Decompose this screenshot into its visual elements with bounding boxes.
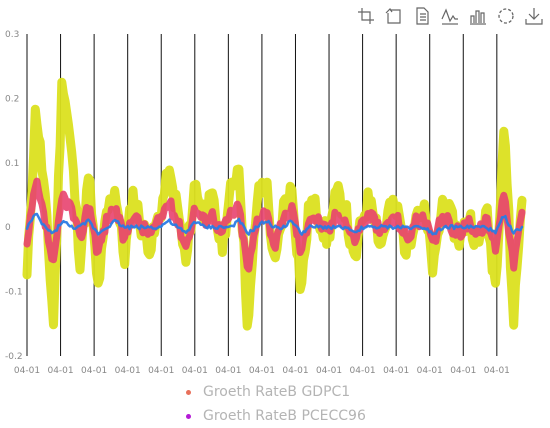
x-tick-label: 04-01 [249,366,275,376]
x-tick-label: 04-01 [182,366,208,376]
x-tick-label: 04-01 [484,366,510,376]
x-tick-label: 04-01 [282,366,308,376]
y-tick-label: 0.1 [5,159,19,169]
chart-toolbar [356,6,544,26]
line-chart-icon[interactable] [440,6,460,26]
x-tick-label: 04-01 [450,366,476,376]
x-tick-label: 04-01 [81,366,107,376]
bar-chart-icon[interactable] [468,6,488,26]
x-tick-label: 04-01 [350,366,376,376]
legend-item-pcecc96[interactable]: Groeth RateB PCECC96 [186,404,366,428]
y-tick-label: 0.3 [5,30,19,40]
series-line-1 [23,177,526,273]
x-tick-label: 04-01 [215,366,241,376]
series-line-2 [25,212,524,236]
x-tick-label: 04-01 [316,366,342,376]
legend-label: Groeth RateB PCECC96 [203,408,366,424]
x-tick-label: 04-01 [115,366,141,376]
y-tick-label: 0 [5,223,11,233]
y-tick-label: 0.2 [5,94,19,104]
legend-label: Groeth RateB GDPC1 [203,384,351,400]
zoom-reset-icon[interactable] [384,6,404,26]
y-tick-label: -0.2 [5,352,23,362]
chart-legend: Groeth RateB GDPC1 Groeth RateB PCECC96 [186,380,366,428]
x-tick-label: 04-01 [148,366,174,376]
legend-marker [186,389,191,395]
x-tick-label: 04-01 [14,366,40,376]
x-tick-label: 04-01 [417,366,443,376]
zoom-icon[interactable] [356,6,376,26]
x-tick-label: 04-01 [47,366,73,376]
legend-item-gdpc1[interactable]: Groeth RateB GDPC1 [186,380,366,404]
legend-marker [186,413,191,419]
download-icon[interactable] [524,6,544,26]
restore-icon[interactable] [496,6,516,26]
y-tick-label: -0.1 [5,288,23,298]
x-tick-label: 04-01 [383,366,409,376]
series-line-0 [22,77,527,331]
data-view-icon[interactable] [412,6,432,26]
